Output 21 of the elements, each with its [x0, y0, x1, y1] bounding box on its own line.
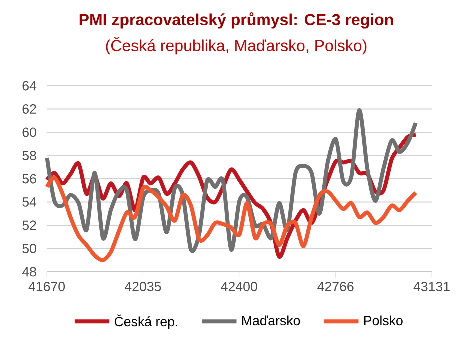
- y-tick-label: 58: [22, 151, 36, 160]
- x-tick-label: 42035: [124, 282, 162, 292]
- chart-title: PMI zpracovatelský průmysl: CE-3 region: [80, 12, 394, 29]
- x-tick-label: 41670: [28, 282, 66, 292]
- x-tick-label: 42400: [221, 282, 258, 292]
- legend-label: Maďarsko: [242, 316, 300, 326]
- line-series: [45, 176, 418, 262]
- y-tick-label: 56: [22, 174, 36, 184]
- y-tick-label: 50: [22, 244, 36, 254]
- legend-label: Česká rep.: [114, 314, 178, 330]
- legend-label: Polsko: [364, 316, 403, 326]
- y-tick-label: 62: [22, 104, 36, 114]
- line-series: [45, 108, 418, 252]
- y-tick-label: 48: [22, 267, 36, 277]
- y-tick-label: 64: [22, 81, 37, 91]
- y-tick-label: 52: [22, 220, 36, 230]
- x-tick-label: 43131: [414, 282, 450, 292]
- chart-subtitle: (Česká republika, Maďarsko, Polsko): [106, 37, 367, 55]
- y-tick-label: 54: [22, 198, 37, 207]
- y-tick-label: 60: [22, 128, 36, 138]
- x-tick-label: 42766: [318, 282, 354, 292]
